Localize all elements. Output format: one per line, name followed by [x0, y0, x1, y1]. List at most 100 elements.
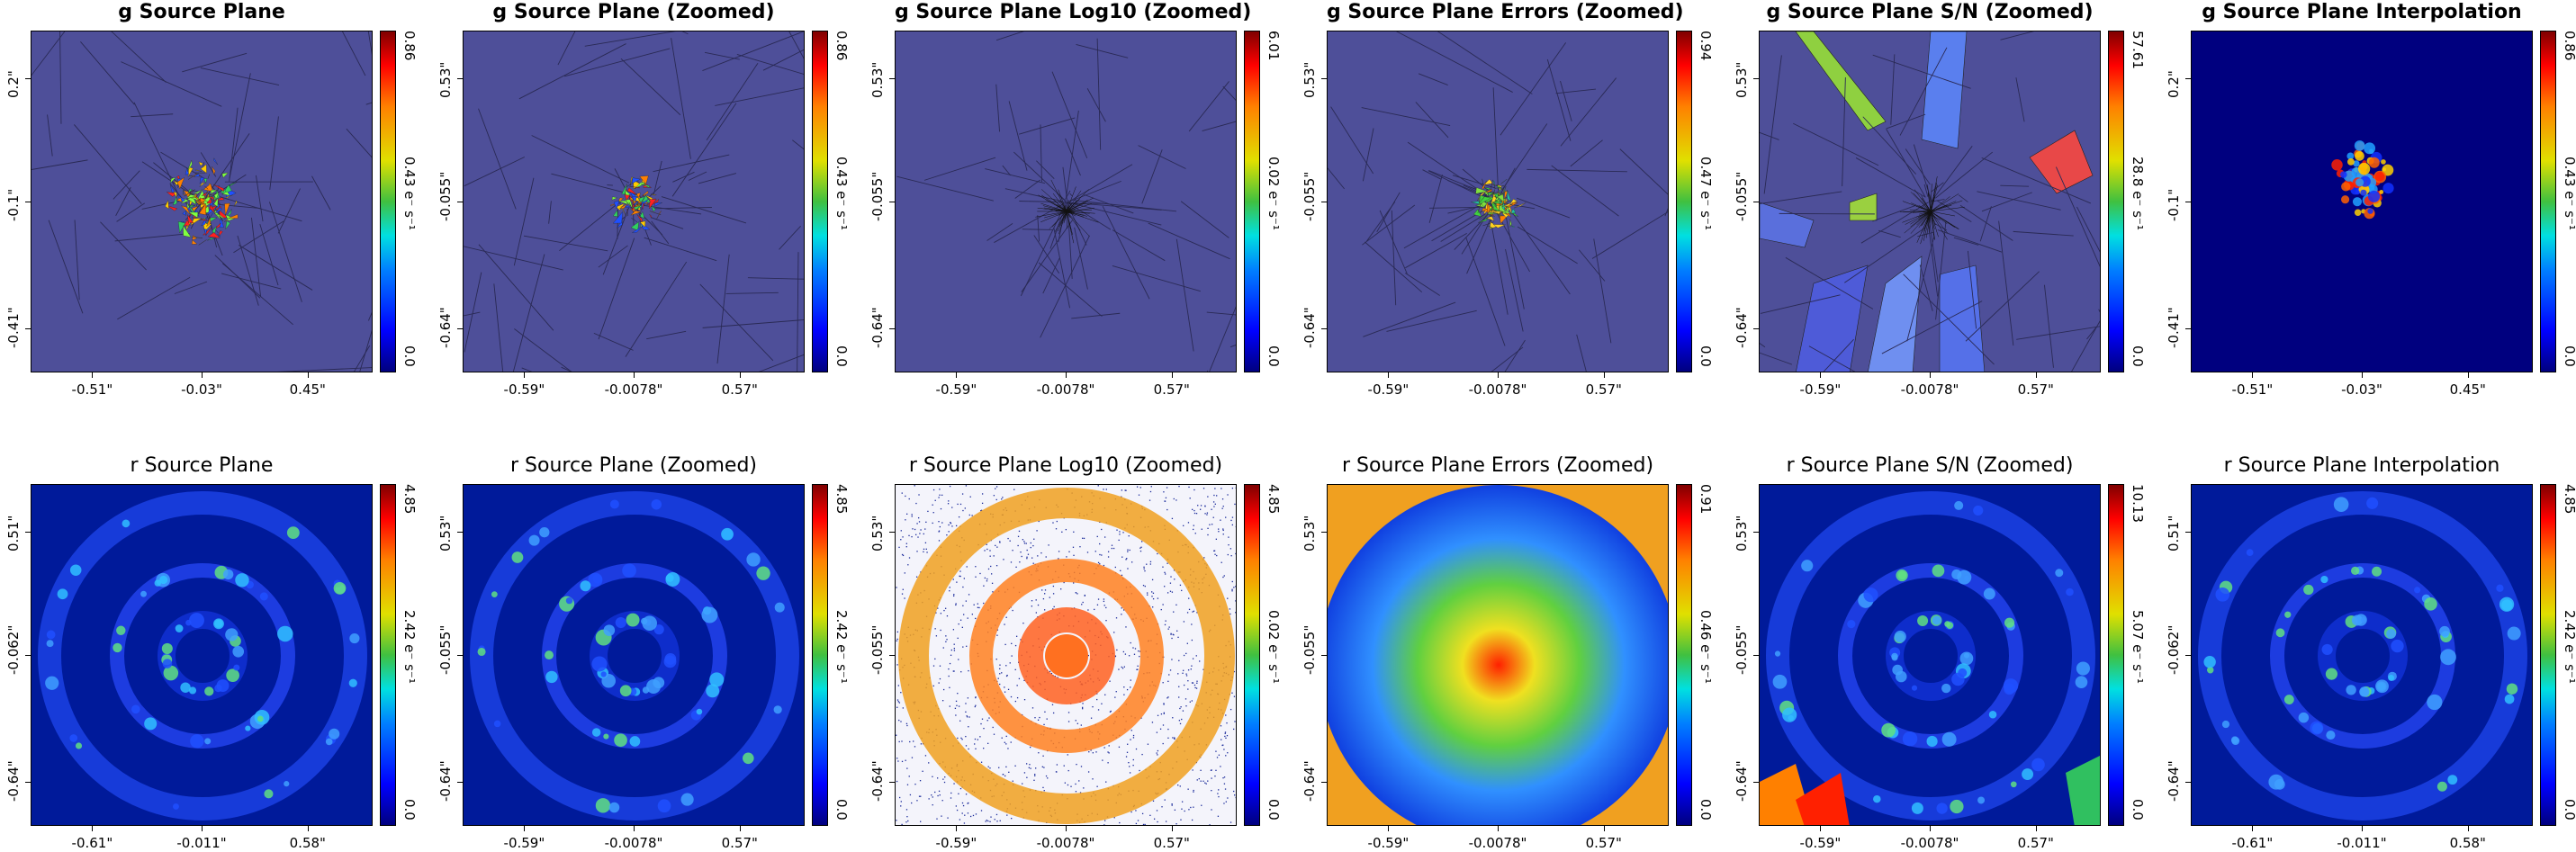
panel-title: r Source Plane Errors (Zoomed) — [1341, 454, 1654, 477]
y-tick-label: -0.64" — [1734, 759, 1750, 802]
x-tick-label: -0.011" — [176, 835, 227, 851]
colorbar-tick-label: 0.02 e⁻ s⁻¹ — [1265, 610, 1282, 684]
colorbar-tick-label: 0.43 e⁻ s⁻¹ — [401, 157, 418, 230]
colorbar-tick-label: 28.8 e⁻ s⁻¹ — [2130, 157, 2146, 230]
y-tick-mark — [1321, 532, 1327, 534]
y-tick-mark — [2185, 78, 2191, 80]
colorbar-tick-label: 0.0 — [1698, 345, 1714, 367]
x-tick-label: -0.011" — [2337, 835, 2387, 851]
y-tick-mark — [889, 327, 895, 329]
x-tick-label: 0.45" — [289, 381, 326, 398]
y-tick-label: -0.41" — [2166, 306, 2182, 348]
colorbar-tick-label: 2.42 e⁻ s⁻¹ — [401, 610, 418, 684]
y-tick-label: -0.64" — [1302, 759, 1318, 802]
x-tick-mark — [202, 826, 203, 831]
x-tick-label: -0.0078" — [1900, 381, 1959, 398]
heatmap-plot — [895, 31, 1237, 372]
y-tick-mark — [1321, 655, 1327, 656]
heatmap-plot — [2191, 31, 2533, 372]
x-tick-label: -0.0078" — [604, 381, 663, 398]
colorbar-tick-label: 0.46 e⁻ s⁻¹ — [1698, 610, 1714, 684]
x-tick-label: -0.0078" — [1036, 835, 1095, 851]
y-tick-mark — [1753, 655, 1759, 656]
colorbar — [2108, 484, 2124, 826]
y-tick-mark — [457, 327, 463, 329]
x-tick-mark — [739, 372, 741, 378]
x-tick-mark — [2252, 372, 2254, 378]
x-tick-mark — [1171, 372, 1173, 378]
colorbar-tick-label: 0.0 — [1265, 799, 1282, 821]
x-tick-mark — [307, 372, 309, 378]
x-tick-mark — [1388, 826, 1390, 831]
x-tick-label: 0.57" — [1585, 381, 1622, 398]
x-tick-label: -0.61" — [71, 835, 113, 851]
y-tick-label: 0.53" — [1302, 515, 1318, 552]
y-tick-label: -0.062" — [5, 624, 22, 675]
x-tick-label: 0.57" — [1153, 835, 1190, 851]
x-tick-mark — [307, 826, 309, 831]
colorbar-tick-label: 0.47 e⁻ s⁻¹ — [1698, 157, 1714, 230]
x-tick-label: -0.03" — [181, 381, 222, 398]
colorbar — [1676, 484, 1692, 826]
y-tick-label: -0.64" — [437, 759, 454, 802]
panel-title: g Source Plane — [118, 1, 285, 23]
heatmap-plot — [1327, 484, 1669, 826]
y-tick-label: -0.055" — [869, 171, 886, 221]
colorbar-tick-label: 0.91 — [1698, 484, 1714, 515]
colorbar — [1244, 484, 1260, 826]
heatmap-plot — [31, 31, 373, 372]
y-tick-mark — [25, 78, 31, 80]
y-tick-mark — [457, 78, 463, 80]
x-tick-mark — [2362, 826, 2363, 831]
y-tick-mark — [25, 532, 31, 534]
colorbar-tick-label: 0.0 — [2130, 345, 2146, 367]
panel-title: g Source Plane Log10 (Zoomed) — [895, 1, 1252, 23]
x-tick-mark — [92, 372, 94, 378]
x-tick-mark — [634, 826, 635, 831]
y-tick-label: -0.055" — [437, 171, 454, 221]
x-tick-mark — [1603, 372, 1605, 378]
colorbar-tick-label: 4.85 — [833, 484, 850, 515]
y-tick-mark — [889, 781, 895, 783]
x-tick-mark — [739, 826, 741, 831]
y-tick-mark — [2185, 655, 2191, 656]
colorbar-tick-label: 4.85 — [1265, 484, 1282, 515]
x-tick-mark — [2467, 372, 2469, 378]
y-tick-mark — [2185, 327, 2191, 329]
heatmap-plot — [463, 484, 805, 826]
heatmap-image — [32, 31, 372, 372]
colorbar-tick-label: 0.0 — [401, 799, 418, 821]
x-tick-label: 0.58" — [289, 835, 326, 851]
x-tick-label: 0.57" — [2017, 835, 2054, 851]
colorbar — [380, 484, 396, 826]
x-tick-label: 0.57" — [1585, 835, 1622, 851]
y-tick-label: -0.055" — [1734, 624, 1750, 675]
y-tick-mark — [1753, 78, 1759, 80]
heatmap-image — [1328, 31, 1668, 372]
x-tick-mark — [1498, 372, 1499, 378]
colorbar-tick-label: 0.0 — [2562, 799, 2576, 821]
x-tick-mark — [524, 826, 526, 831]
panel-title: r Source Plane Log10 (Zoomed) — [908, 454, 1223, 477]
x-tick-mark — [2362, 372, 2363, 378]
heatmap-plot — [1759, 31, 2101, 372]
colorbar-tick-label: 2.42 e⁻ s⁻¹ — [833, 610, 850, 684]
colorbar-tick-label: 0.86 — [401, 31, 418, 61]
panel-title: g Source Plane Errors (Zoomed) — [1327, 1, 1684, 23]
y-tick-label: 0.53" — [869, 515, 886, 552]
y-tick-mark — [1321, 78, 1327, 80]
y-tick-label: -0.64" — [437, 306, 454, 348]
x-tick-mark — [1388, 372, 1390, 378]
x-tick-mark — [956, 826, 958, 831]
colorbar-tick-label: 57.61 — [2130, 31, 2146, 69]
heatmap-image — [32, 485, 372, 825]
x-tick-mark — [634, 372, 635, 378]
y-tick-mark — [25, 655, 31, 656]
x-tick-mark — [524, 372, 526, 378]
x-tick-mark — [956, 372, 958, 378]
panel-title: g Source Plane S/N (Zoomed) — [1766, 1, 2094, 23]
y-tick-label: -0.062" — [2166, 624, 2182, 675]
x-tick-label: -0.03" — [2341, 381, 2382, 398]
colorbar-tick-label: 0.43 e⁻ s⁻¹ — [833, 157, 850, 230]
heatmap-image — [2192, 31, 2532, 372]
